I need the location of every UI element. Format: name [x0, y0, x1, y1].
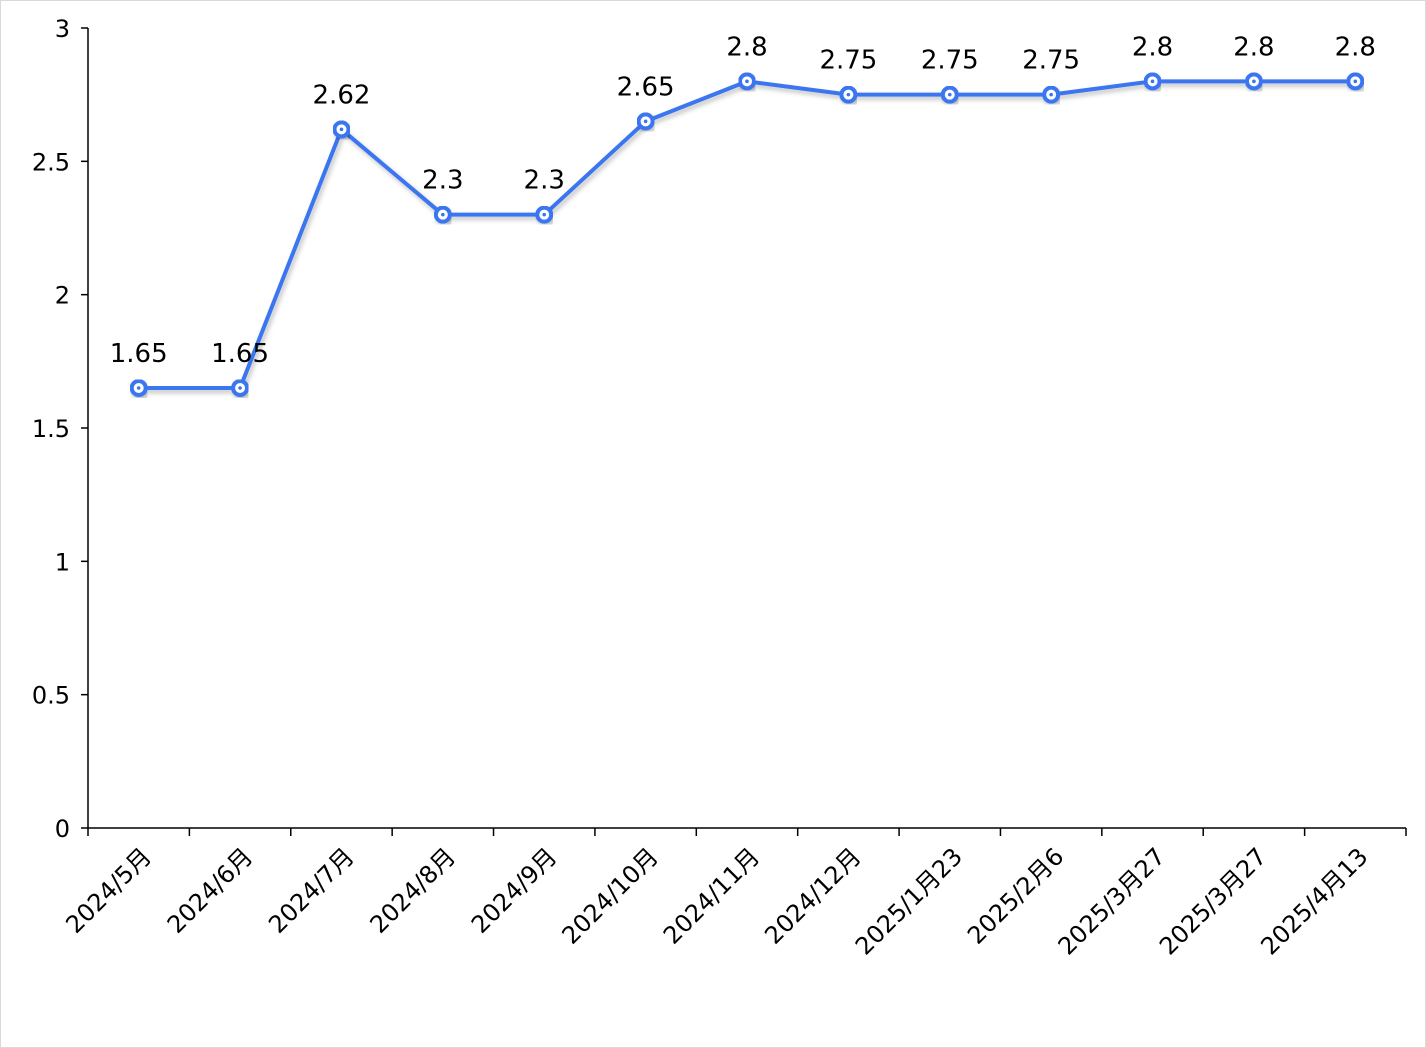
data-label: 2.8 [1132, 32, 1173, 62]
y-tick-label: 2.5 [32, 148, 70, 176]
data-point-center [1150, 79, 1155, 84]
data-label: 2.75 [1022, 46, 1080, 76]
y-tick-label: 3 [55, 15, 70, 43]
data-label: 2.75 [921, 46, 979, 76]
data-label: 2.62 [313, 80, 371, 110]
y-axis: 0 0.5 1 1.5 2 2.5 3 [32, 15, 89, 843]
y-tick-label: 1.5 [32, 415, 70, 443]
x-category-label: 2024/6月 [162, 842, 258, 938]
y-tick-label: 1 [55, 548, 70, 576]
data-point-center [441, 212, 445, 217]
data-point-center [1252, 79, 1256, 84]
data-labels: 1.65 1.65 2.62 2.3 2.3 2.65 2.8 2.75 2.75 2.75 2.8… [110, 32, 1376, 369]
data-label: 1.65 [211, 339, 269, 369]
series-line [136, 79, 1358, 390]
data-label: 2.3 [422, 166, 463, 196]
data-point-center [846, 92, 851, 97]
data-label: 2.3 [524, 166, 565, 196]
data-point-center [136, 386, 141, 390]
x-category-label: 2025/4月13 [1255, 842, 1373, 960]
data-label: 2.8 [726, 32, 767, 62]
y-tick-label: 0 [55, 815, 70, 843]
data-point-center [745, 79, 749, 84]
x-category-label: 2025/3月27 [1053, 842, 1171, 960]
data-point-center [542, 212, 547, 217]
data-label: 2.75 [819, 46, 877, 76]
data-label: 2.8 [1335, 32, 1376, 62]
x-category-label: 2025/1月23 [850, 842, 968, 960]
y-tick-label: 2 [55, 282, 70, 310]
y-tick-label: 0.5 [32, 682, 70, 710]
data-label: 2.8 [1233, 32, 1274, 62]
x-category-label: 2024/8月 [365, 842, 461, 938]
x-category-label: 2024/7月 [263, 842, 359, 938]
x-category-label: 2024/12月 [759, 842, 866, 949]
data-point-center [947, 92, 952, 97]
data-point-center [1353, 79, 1358, 84]
data-label: 2.65 [617, 72, 675, 102]
x-category-label: 2024/10月 [557, 842, 664, 949]
x-category-label: 2024/5月 [60, 842, 156, 938]
data-point-center [1049, 92, 1053, 97]
data-point-center [339, 127, 344, 132]
series-line-group [129, 72, 1365, 397]
x-axis: 2024/5月 2024/6月 2024/7月 2024/8月 2024/9月2024/… [60, 827, 1407, 961]
x-category-label: 2025/2月6 [962, 842, 1069, 949]
data-point-center [238, 386, 242, 390]
x-category-label: 2024/11月 [658, 842, 765, 949]
data-point-center [643, 119, 648, 124]
x-category-label: 2024/9月 [466, 842, 562, 938]
data-label: 1.65 [110, 339, 168, 369]
x-category-label: 2025/3月27 [1154, 842, 1272, 960]
